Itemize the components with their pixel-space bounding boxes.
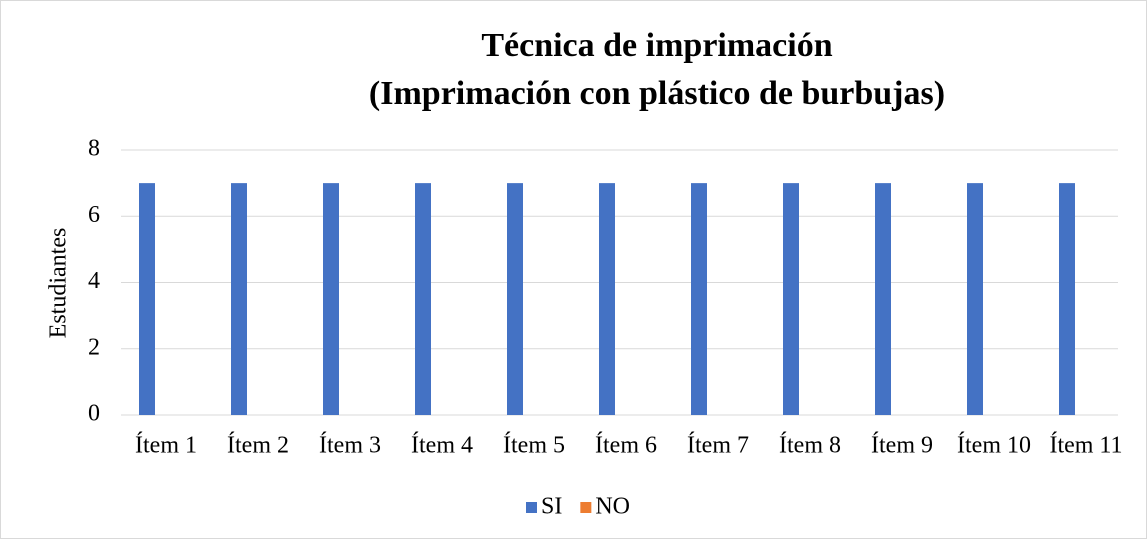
x-tick-label: Ítem 6	[595, 433, 657, 459]
bar	[967, 183, 983, 415]
bar	[875, 183, 891, 415]
x-tick-label: Ítem 10	[957, 433, 1031, 459]
bar	[323, 183, 339, 415]
x-tick-label: Ítem 4	[411, 433, 473, 459]
chart-title: (Imprimación con plástico de burbujas)	[369, 75, 945, 112]
bar	[415, 183, 431, 415]
x-tick-label: Ítem 3	[319, 433, 381, 459]
y-tick-label: 6	[88, 202, 100, 228]
x-tick-label: Ítem 5	[503, 433, 565, 459]
bar	[599, 183, 615, 415]
y-tick-label: 0	[88, 401, 100, 427]
x-tick-label: Ítem 7	[687, 433, 749, 459]
x-tick-label: Ítem 2	[227, 433, 289, 459]
bar	[1059, 183, 1075, 415]
legend-swatch	[526, 502, 537, 513]
y-axis-label: Estudiantes	[46, 228, 72, 339]
x-tick-label: Ítem 1	[135, 433, 197, 459]
x-tick-label: Ítem 9	[871, 433, 933, 459]
bar	[691, 183, 707, 415]
bar	[139, 183, 155, 415]
x-tick-label: Ítem 8	[779, 433, 841, 459]
y-tick-label: 2	[88, 334, 100, 360]
legend-label: NO	[595, 494, 630, 520]
y-tick-label: 4	[88, 268, 100, 294]
legend-swatch	[580, 502, 592, 513]
bar	[507, 183, 523, 415]
y-tick-label: 8	[88, 136, 100, 162]
chart-title: Técnica de imprimación	[481, 27, 832, 64]
bar	[783, 183, 799, 415]
legend-label: SI	[541, 494, 562, 520]
x-tick-label: Ítem 11	[1049, 433, 1122, 459]
bar	[231, 183, 247, 415]
